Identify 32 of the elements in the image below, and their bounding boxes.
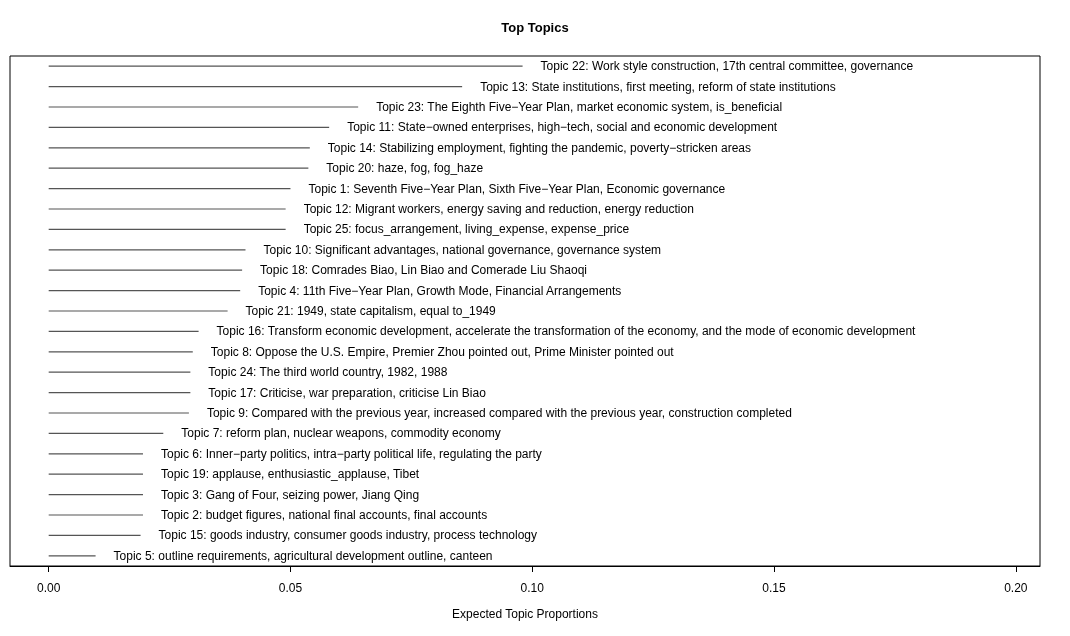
y-tick-label: Topic 4: 11th Five−Year Plan, Growth Mode, Financial Arrangements bbox=[258, 283, 622, 298]
y-tick-label: Topic 20: haze, fog, fog_haze bbox=[326, 161, 484, 176]
y-tick-label: Topic 7: reform plan, nuclear weapons, commodity economy bbox=[181, 426, 501, 441]
y-tick-label: Topic 15: goods industry, consumer goods industry, process technology bbox=[158, 528, 537, 543]
y-tick-label: Topic 25: focus_arrangement, living_expense, expense_price bbox=[303, 222, 630, 237]
x-tick-label: 0.20 bbox=[1004, 581, 1028, 595]
y-tick-label: Topic 19: applause, enthusiastic_applause, Tibet bbox=[160, 467, 420, 482]
x-axis-title: Expected Topic Proportions bbox=[452, 607, 598, 621]
y-tick-label: Topic 9: Compared with the previous year, increased compared with the previous year, construction completed bbox=[206, 406, 792, 420]
x-tick-label: 0.00 bbox=[37, 581, 61, 595]
y-tick-label: Topic 24: The third world country, 1982, 1988 bbox=[208, 365, 448, 380]
y-tick-label: Topic 1: Seventh Five−Year Plan, Sixth Five−Year Plan, Economic governance bbox=[308, 181, 726, 196]
y-tick-label: Topic 11: State−owned enterprises, high−tech, social and economic development bbox=[347, 120, 778, 135]
y-tick-label: Topic 6: Inner−party politics, intra−party political life, regulating the party bbox=[160, 446, 542, 461]
y-tick-label: Topic 5: outline requirements, agricultural development outline, canteen bbox=[113, 548, 493, 563]
y-tick-label: Topic 16: Transform economic development, accelerate the transformation of the economy, and the mode of economic development bbox=[216, 324, 917, 339]
x-tick-label: 0.15 bbox=[762, 581, 787, 595]
y-tick-label: Topic 12: Migrant workers, energy saving and reduction, energy reduction bbox=[303, 202, 694, 216]
chart-title: Top Topics bbox=[501, 20, 569, 35]
x-tick-label: 0.10 bbox=[520, 581, 545, 595]
y-tick-label: Topic 13: State institutions, first meeting, reform of state institutions bbox=[480, 79, 836, 94]
x-tick-label: 0.05 bbox=[278, 581, 303, 595]
y-tick-label: Topic 21: 1949, state capitalism, equal to_1949 bbox=[245, 304, 497, 318]
y-tick-label: Topic 2: budget figures, national final accounts, final accounts bbox=[160, 508, 488, 522]
y-tick-label: Topic 14: Stabilizing employment, fighting the pandemic, poverty−stricken areas bbox=[327, 140, 752, 155]
y-tick-label: Topic 18: Comrades Biao, Lin Biao and Comerade Liu Shaoqi bbox=[260, 263, 587, 278]
y-tick-label: Topic 22: Work style construction, 17th central committee, governance bbox=[540, 59, 914, 74]
y-tick-label: Topic 8: Oppose the U.S. Empire, Premier Zhou pointed out, Prime Minister pointed out bbox=[210, 344, 675, 359]
y-tick-label: Topic 17: Criticise, war preparation, criticise Lin Biao bbox=[208, 385, 487, 400]
y-tick-label: Topic 10: Significant advantages, national governance, governance system bbox=[263, 242, 662, 257]
y-tick-label: Topic 23: The Eighth Five−Year Plan, market economic system, is_beneficial bbox=[376, 100, 783, 114]
y-tick-label: Topic 3: Gang of Four, seizing power, Jiang Qing bbox=[160, 487, 420, 502]
